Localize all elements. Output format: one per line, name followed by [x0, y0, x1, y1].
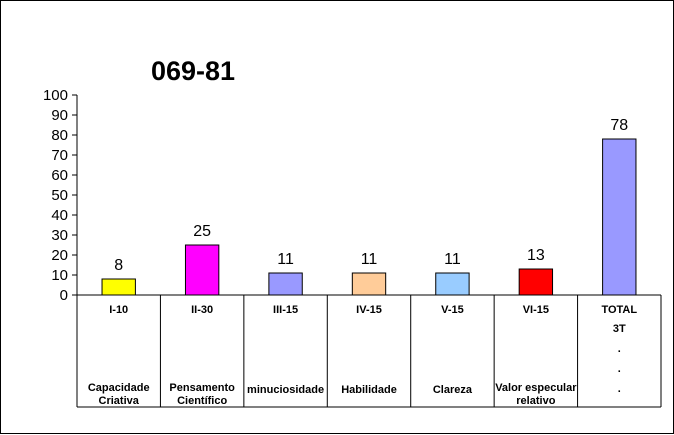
data-label: 11	[444, 251, 461, 268]
category-code-label: I-10	[109, 304, 128, 316]
category-description-label: Criativa	[99, 395, 140, 407]
y-tick-label: 80	[51, 127, 68, 144]
bar	[268, 272, 303, 296]
y-tick-label: 70	[51, 147, 68, 164]
y-tick-label: 60	[51, 167, 68, 184]
y-tick-label: 50	[51, 187, 68, 204]
y-tick-label: 0	[60, 287, 68, 304]
data-label: 25	[193, 223, 211, 240]
y-tick-label: 10	[51, 267, 68, 284]
category-code-label: IV-15	[356, 304, 382, 316]
bar	[518, 268, 554, 296]
category-description-label: .	[618, 363, 621, 375]
bar	[435, 272, 470, 296]
category-description-label: Clareza	[433, 384, 473, 396]
y-tick-label: 100	[43, 87, 68, 104]
category-description-label: 3T	[613, 323, 626, 335]
chart-title: 069-81	[151, 56, 235, 86]
data-label: 13	[527, 247, 545, 264]
bar	[602, 138, 637, 296]
bar	[184, 244, 220, 296]
category-description-label: Valor especular	[495, 382, 577, 394]
data-label: 8	[114, 257, 123, 274]
category-description-label: .	[618, 343, 621, 355]
bars	[101, 138, 637, 296]
bar	[351, 272, 387, 296]
data-labels: 8 25 11 11 11 13 78	[114, 117, 628, 274]
axes: 0 10 20 30 40 50 60 70 80 90 100	[43, 87, 662, 408]
category-description-label: Habilidade	[341, 384, 397, 396]
bar	[101, 278, 136, 296]
category-description-label: Capacidade	[88, 382, 150, 394]
y-tick-label: 40	[51, 207, 68, 224]
data-label: 11	[361, 251, 378, 268]
data-label: 11	[277, 251, 294, 268]
data-label: 78	[610, 117, 628, 134]
category-code-label: V-15	[441, 304, 464, 316]
y-tick-label: 20	[51, 247, 68, 264]
y-tick-label: 90	[51, 107, 68, 124]
category-code-label: TOTAL	[601, 304, 637, 316]
category-code-label: II-30	[191, 304, 213, 316]
category-description-label: Científico	[177, 395, 227, 407]
y-tick-label: 30	[51, 227, 68, 244]
category-description-label: Pensamento	[169, 382, 235, 394]
category-code-label: III-15	[273, 304, 298, 316]
category-description-label: minuciosidade	[247, 384, 324, 396]
category-description-label: .	[618, 383, 621, 395]
category-description-label: relativo	[516, 395, 555, 407]
category-code-label: VI-15	[523, 304, 549, 316]
